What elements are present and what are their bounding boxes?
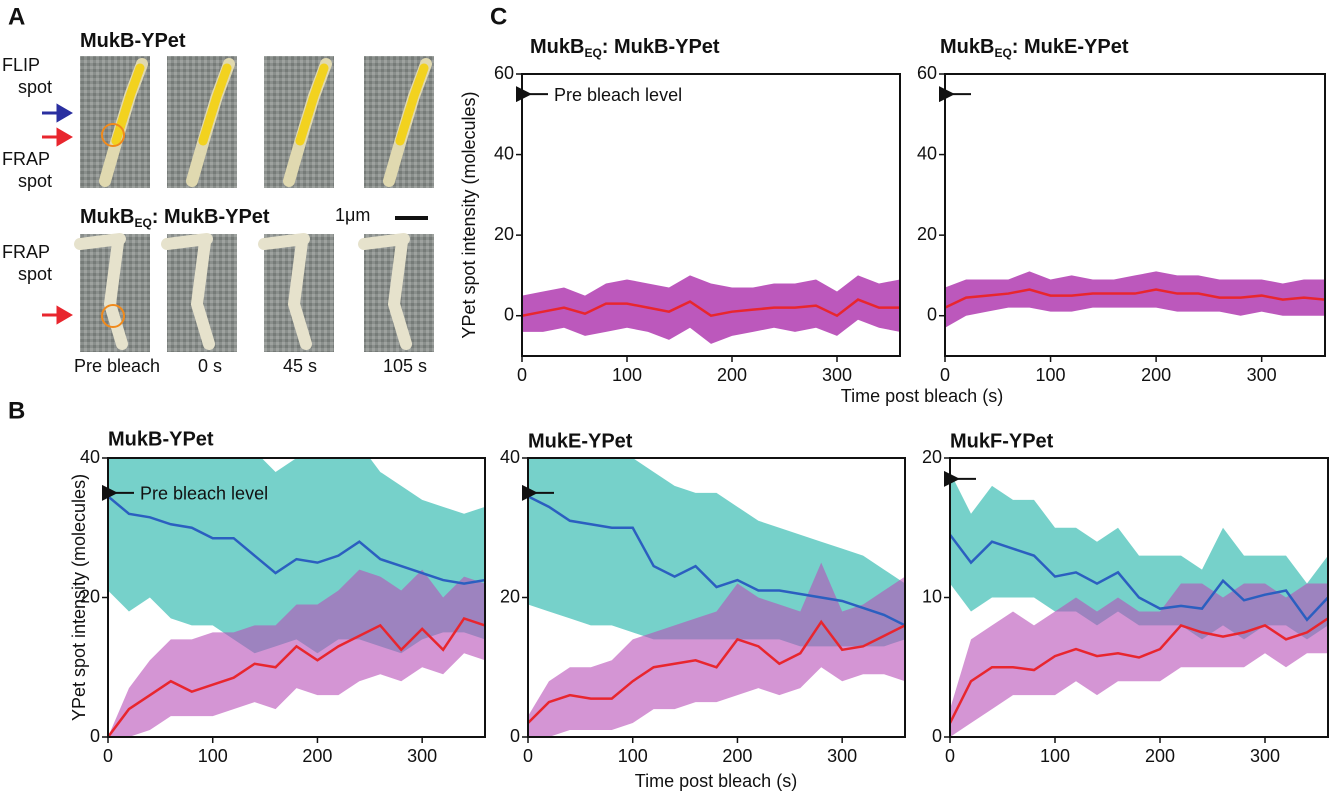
title-part: MukB: [940, 36, 994, 58]
flip-arrow: [42, 106, 70, 120]
y-tick-label: 40: [80, 447, 100, 467]
spot-label: spot: [18, 264, 52, 284]
timepoint: Pre bleach: [74, 356, 160, 376]
y-tick-label: 60: [494, 63, 514, 83]
y-tick-label: 20: [917, 224, 937, 244]
x-tick-label: 0: [940, 365, 950, 385]
annotation: Pre bleach level: [140, 484, 268, 504]
chart-title: MukF-YPet: [950, 430, 1054, 452]
y-tick-label: 60: [917, 63, 937, 83]
y-tick-label: 0: [510, 726, 520, 746]
error-band: [945, 271, 1325, 327]
x-tick-label: 0: [523, 746, 533, 766]
x-tick-label: 300: [407, 746, 437, 766]
y-tick-label: 40: [494, 143, 514, 163]
spot-label: FLIP: [2, 55, 40, 75]
chart: 0 20 40 60 0 100 200 300 MukBEQ: MukE-YPet: [917, 36, 1325, 384]
plot-area: [528, 423, 905, 737]
annotation: Pre bleach level: [554, 85, 682, 105]
y-axis-label: YPet spot intensity (molecules): [69, 474, 89, 721]
x-tick-label: 300: [1250, 746, 1280, 766]
spot-label: spot: [18, 171, 52, 191]
plot-area: [950, 472, 1328, 737]
panel-label: C: [490, 3, 507, 30]
chart: 0 20 40 0 100 200 300 MukE-YPet Time post bleach…: [500, 423, 905, 791]
spot-label: spot: [18, 77, 52, 97]
y-tick-label: 20: [922, 447, 942, 467]
scale-bar-label: 1μm: [335, 205, 370, 225]
x-tick-label: 300: [822, 365, 852, 385]
timepoint: 0 s: [198, 356, 222, 376]
panel-label: A: [8, 3, 25, 30]
chart-title: MukE-YPet: [528, 430, 633, 452]
x-axis-label: Time post bleach (s): [841, 386, 1003, 406]
title-part: EQ: [994, 46, 1011, 60]
x-tick-label: 200: [717, 365, 747, 385]
y-tick-label: 0: [90, 726, 100, 746]
y-tick-label: 0: [932, 726, 942, 746]
spot-label: FRAP: [2, 149, 50, 169]
x-tick-label: 200: [1145, 746, 1175, 766]
y-tick-label: 0: [504, 304, 514, 324]
x-tick-label: 200: [302, 746, 332, 766]
x-tick-label: 0: [945, 746, 955, 766]
title-part: : MukE-YPet: [1012, 36, 1129, 58]
frap-arrow: [42, 130, 70, 144]
y-axis-label: YPet spot intensity (molecules): [459, 91, 479, 338]
x-tick-label: 100: [1036, 365, 1066, 385]
y-tick-label: 20: [494, 224, 514, 244]
x-tick-label: 200: [722, 746, 752, 766]
x-tick-label: 300: [827, 746, 857, 766]
x-tick-label: 0: [517, 365, 527, 385]
row-title: MukB-YPet: [80, 30, 186, 52]
title-part: EQ: [584, 46, 601, 60]
x-tick-label: 0: [103, 746, 113, 766]
x-tick-label: 100: [198, 746, 228, 766]
y-tick-label: 0: [927, 304, 937, 324]
plot-area: [522, 275, 900, 343]
chart-title: MukB-YPet: [108, 428, 214, 450]
timepoint: 105 s: [383, 356, 427, 376]
y-tick-label: 10: [922, 586, 942, 606]
x-tick-label: 100: [1040, 746, 1070, 766]
x-tick-label: 100: [618, 746, 648, 766]
chart-title: MukBEQ: MukB-YPet: [530, 36, 720, 60]
x-tick-label: 300: [1247, 365, 1277, 385]
y-tick-label: 40: [500, 447, 520, 467]
y-tick-label: 20: [500, 586, 520, 606]
x-tick-label: 100: [612, 365, 642, 385]
x-tick-label: 200: [1141, 365, 1171, 385]
microscopy-panel: MukB-YPet MukBEQ: MukB-YPet FLIP spot FR…: [2, 30, 434, 375]
plot-area: [945, 271, 1325, 327]
title-part: MukB: [530, 36, 584, 58]
title-part: : MukB-YPet: [602, 36, 720, 58]
row-title: MukBEQ: MukB-YPet: [80, 206, 270, 230]
plot-frame: [945, 74, 1325, 356]
chart-title: MukBEQ: MukE-YPet: [940, 36, 1129, 60]
x-axis-label: Time post bleach (s): [635, 771, 797, 791]
y-tick-label: 40: [917, 143, 937, 163]
timepoint: 45 s: [283, 356, 317, 376]
spot-label: FRAP: [2, 242, 50, 262]
figure: A B C MukB-YPet MukBEQ: MukB-YPet FLIP s…: [0, 0, 1339, 804]
chart: 02040600100200300MukBEQ: MukB-YPetYPet s…: [459, 36, 1003, 405]
panel-label: B: [8, 397, 25, 424]
frap-arrow: [42, 308, 70, 322]
